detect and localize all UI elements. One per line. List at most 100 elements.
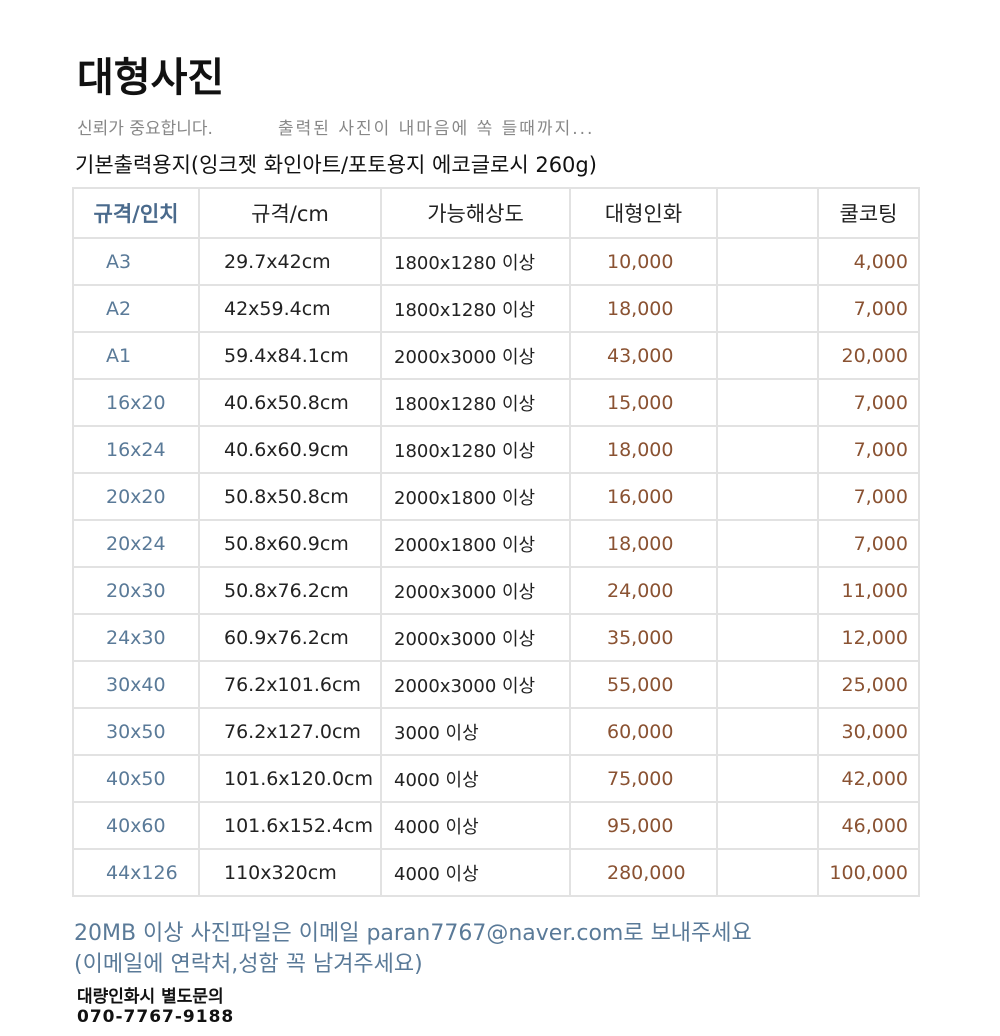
size-cm-cell: 101.6x152.4cm: [198, 801, 382, 850]
large-print-price-cell: 280,000: [569, 848, 718, 897]
size-inch-cell: 20x24: [72, 519, 200, 568]
cool-coating-price-cell: 30,000: [817, 707, 920, 756]
resolution-cell: 2000x3000 이상: [380, 660, 571, 709]
size-inch-cell: 40x50: [72, 754, 200, 803]
table-row: 44x126 110x320cm 4000 이상 280,000 100,000: [72, 848, 920, 897]
table-row: 40x50 101.6x120.0cm 4000 이상 75,000 42,000: [72, 754, 920, 803]
header-size-cm: 규격/cm: [198, 187, 382, 239]
blank-cell: [716, 566, 819, 615]
price-table-body: A3 29.7x42cm 1800x1280 이상 10,000 4,000 A2 42x5…: [72, 237, 920, 897]
size-inch-cell: 40x60: [72, 801, 200, 850]
table-row: 16x20 40.6x50.8cm 1800x1280 이상 15,000 7,000: [72, 378, 920, 427]
blank-cell: [716, 613, 819, 662]
page-title: 대형사진: [77, 55, 225, 101]
size-cm-cell: 42x59.4cm: [198, 284, 382, 333]
table-row: 20x30 50.8x76.2cm 2000x3000 이상 24,000 11,000: [72, 566, 920, 615]
cool-coating-price-cell: 11,000: [817, 566, 920, 615]
large-print-price-cell: 95,000: [569, 801, 718, 850]
large-print-price-cell: 10,000: [569, 237, 718, 286]
cool-coating-price-cell: 100,000: [817, 848, 920, 897]
resolution-cell: 2000x1800 이상: [380, 519, 571, 568]
resolution-cell: 1800x1280 이상: [380, 378, 571, 427]
resolution-cell: 1800x1280 이상: [380, 284, 571, 333]
size-cm-cell: 50.8x60.9cm: [198, 519, 382, 568]
size-cm-cell: 101.6x120.0cm: [198, 754, 382, 803]
size-cm-cell: 60.9x76.2cm: [198, 613, 382, 662]
resolution-cell: 1800x1280 이상: [380, 425, 571, 474]
blank-cell: [716, 472, 819, 521]
blank-cell: [716, 801, 819, 850]
size-inch-cell: A1: [72, 331, 200, 380]
size-cm-cell: 29.7x42cm: [198, 237, 382, 286]
size-cm-cell: 76.2x101.6cm: [198, 660, 382, 709]
blank-cell: [716, 378, 819, 427]
size-inch-cell: A3: [72, 237, 200, 286]
large-print-price-cell: 18,000: [569, 284, 718, 333]
email-note: 20MB 이상 사진파일은 이메일 paran7767@naver.com로 보…: [74, 921, 752, 946]
large-print-price-cell: 18,000: [569, 425, 718, 474]
table-row: 24x30 60.9x76.2cm 2000x3000 이상 35,000 12,000: [72, 613, 920, 662]
size-cm-cell: 110x320cm: [198, 848, 382, 897]
header-size-inch: 규격/인치: [72, 187, 200, 239]
size-inch-cell: 16x20: [72, 378, 200, 427]
table-row: 16x24 40.6x60.9cm 1800x1280 이상 18,000 7,000: [72, 425, 920, 474]
paper-info: 기본출력용지(잉크젯 화인아트/포토용지 에코글로시 260g): [75, 153, 597, 177]
tagline-trust: 신뢰가 중요합니다.: [77, 119, 213, 139]
large-print-price-cell: 43,000: [569, 331, 718, 380]
header-resolution: 가능해상도: [380, 187, 571, 239]
table-row: A1 59.4x84.1cm 2000x3000 이상 43,000 20,000: [72, 331, 920, 380]
table-row: 30x40 76.2x101.6cm 2000x3000 이상 55,000 25,00…: [72, 660, 920, 709]
large-print-price-cell: 16,000: [569, 472, 718, 521]
resolution-cell: 2000x3000 이상: [380, 613, 571, 662]
cool-coating-price-cell: 7,000: [817, 519, 920, 568]
bulk-order-note: 대량인화시 별도문의: [77, 987, 224, 1007]
price-table: 규격/인치 규격/cm 가능해상도 대형인화 쿨코팅 A3 29.7x42cm 18…: [72, 187, 920, 897]
blank-cell: [716, 707, 819, 756]
blank-cell: [716, 660, 819, 709]
large-print-price-cell: 55,000: [569, 660, 718, 709]
tagline-satisfaction: 출력된 사진이 내마음에 쏙 들때까지...: [278, 119, 595, 139]
size-cm-cell: 50.8x50.8cm: [198, 472, 382, 521]
size-inch-cell: 30x50: [72, 707, 200, 756]
large-print-price-cell: 75,000: [569, 754, 718, 803]
phone-number: 070-7767-9188: [77, 1007, 235, 1027]
header-cool-coating: 쿨코팅: [817, 187, 920, 239]
cool-coating-price-cell: 7,000: [817, 378, 920, 427]
resolution-cell: 4000 이상: [380, 801, 571, 850]
blank-cell: [716, 237, 819, 286]
cool-coating-price-cell: 25,000: [817, 660, 920, 709]
table-row: 30x50 76.2x127.0cm 3000 이상 60,000 30,000: [72, 707, 920, 756]
header-large-print: 대형인화: [569, 187, 718, 239]
contact-note: (이메일에 연락처,성함 꼭 남겨주세요): [74, 952, 423, 977]
size-inch-cell: 16x24: [72, 425, 200, 474]
resolution-cell: 2000x1800 이상: [380, 472, 571, 521]
cool-coating-price-cell: 20,000: [817, 331, 920, 380]
size-inch-cell: 20x20: [72, 472, 200, 521]
resolution-cell: 1800x1280 이상: [380, 237, 571, 286]
cool-coating-price-cell: 7,000: [817, 284, 920, 333]
resolution-cell: 4000 이상: [380, 848, 571, 897]
resolution-cell: 3000 이상: [380, 707, 571, 756]
size-inch-cell: A2: [72, 284, 200, 333]
table-row: A2 42x59.4cm 1800x1280 이상 18,000 7,000: [72, 284, 920, 333]
table-header-row: 규격/인치 규격/cm 가능해상도 대형인화 쿨코팅: [72, 187, 920, 239]
size-cm-cell: 40.6x50.8cm: [198, 378, 382, 427]
resolution-cell: 2000x3000 이상: [380, 566, 571, 615]
cool-coating-price-cell: 46,000: [817, 801, 920, 850]
resolution-cell: 2000x3000 이상: [380, 331, 571, 380]
size-cm-cell: 50.8x76.2cm: [198, 566, 382, 615]
header-blank: [716, 187, 819, 239]
cool-coating-price-cell: 12,000: [817, 613, 920, 662]
large-print-price-cell: 18,000: [569, 519, 718, 568]
cool-coating-price-cell: 7,000: [817, 425, 920, 474]
table-row: 20x24 50.8x60.9cm 2000x1800 이상 18,000 7,000: [72, 519, 920, 568]
size-cm-cell: 76.2x127.0cm: [198, 707, 382, 756]
table-row: 40x60 101.6x152.4cm 4000 이상 95,000 46,000: [72, 801, 920, 850]
blank-cell: [716, 425, 819, 474]
size-inch-cell: 44x126: [72, 848, 200, 897]
blank-cell: [716, 284, 819, 333]
large-print-price-cell: 24,000: [569, 566, 718, 615]
size-inch-cell: 30x40: [72, 660, 200, 709]
size-inch-cell: 20x30: [72, 566, 200, 615]
cool-coating-price-cell: 42,000: [817, 754, 920, 803]
